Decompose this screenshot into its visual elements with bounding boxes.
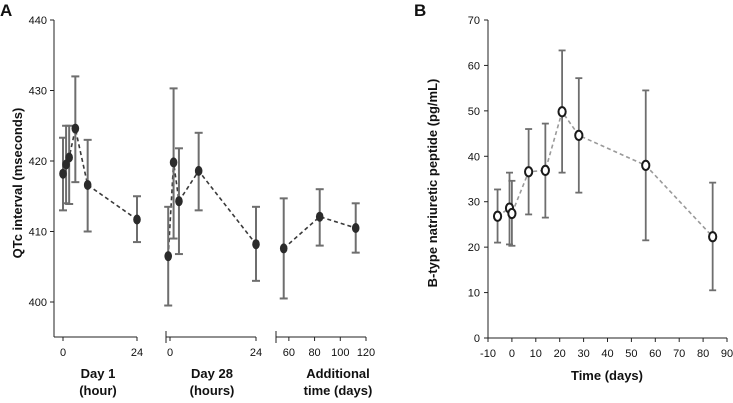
a-y-tick-label: 420 [29, 156, 47, 168]
b-y-tick-label: 70 [468, 15, 480, 27]
a-y-tick-label: 430 [29, 86, 47, 98]
a-y-tick-label: 400 [29, 297, 47, 309]
b-x-tick-label: 90 [721, 348, 733, 360]
b-x-tick-label: -10 [480, 348, 496, 360]
b-x-tick-label: 50 [625, 348, 637, 360]
b-x-tick-label: 10 [530, 348, 542, 360]
b-y-tick-label: 10 [468, 288, 480, 300]
a-y-tick-label: 440 [29, 15, 47, 27]
b-y-tick-label: 20 [468, 242, 480, 254]
a-x-tick-label: 100 [331, 347, 349, 359]
panel-a-points [59, 123, 360, 262]
a-series-line [283, 215, 356, 250]
panel-a-lines [62, 128, 356, 257]
panel-b-y-ticks: 0 10 20 30 40 50 60 70 [468, 15, 488, 345]
b-x-tick-label: 60 [649, 348, 661, 360]
panel-a-y-ticks: 400 410 420 430 440 [29, 15, 54, 309]
b-x-tick-label: 30 [577, 348, 589, 360]
group-label-day1-line1: Day 1 [81, 366, 116, 381]
a-x-tick-label: 60 [283, 347, 295, 359]
b-x-tick-label: 40 [601, 348, 613, 360]
a-x-tick-label: 80 [308, 347, 320, 359]
b-y-tick-label: 0 [474, 333, 480, 345]
b-x-tick-label: 20 [554, 348, 566, 360]
a-x-tick-label: 24 [250, 347, 262, 359]
panel-b-letter: B [414, 1, 426, 20]
b-data-point [641, 159, 651, 171]
a-data-point [169, 157, 178, 168]
a-x-tick-label: 120 [357, 347, 375, 359]
b-data-point [708, 231, 718, 243]
a-data-point [59, 168, 67, 179]
panel-a-x-ticks: 0 24 0 24 60 80 100 120 [60, 331, 375, 359]
b-data-point [557, 106, 567, 118]
b-x-tick-label: 0 [509, 348, 515, 360]
a-data-point [175, 196, 183, 207]
panel-b-y-axis-title: B-type natriuretic peptide (pg/mL) [425, 79, 440, 288]
a-data-point [83, 179, 92, 190]
panel-a: A QTc interval (mseconds) 400 410 420 430 44… [0, 1, 375, 398]
group-label-additional-line2: time (days) [304, 383, 373, 398]
a-series-line [62, 128, 138, 221]
a-data-point [164, 251, 173, 262]
panel-b-x-axis-title: Time (days) [571, 368, 643, 383]
group-label-day28-line1: Day 28 [191, 366, 233, 381]
a-data-point [279, 243, 288, 254]
b-data-point [524, 166, 534, 178]
b-y-tick-label: 60 [468, 60, 480, 72]
panel-a-letter: A [0, 1, 12, 20]
a-y-tick-label: 410 [29, 227, 47, 239]
a-series-line [167, 162, 257, 257]
panel-b: B B-type natriuretic peptide (pg/mL) Tim… [414, 1, 733, 383]
a-x-tick-label: 0 [60, 347, 66, 359]
b-x-tick-label: 80 [697, 348, 709, 360]
b-data-point [540, 164, 550, 176]
a-data-point [351, 222, 360, 233]
a-data-point [133, 214, 141, 225]
panel-b-points [492, 106, 718, 243]
b-y-tick-label: 40 [468, 151, 480, 163]
b-data-point [574, 129, 584, 141]
b-data-point [492, 210, 503, 222]
b-data-point [507, 207, 517, 220]
a-data-point [65, 152, 73, 163]
a-data-point [194, 165, 203, 176]
panel-a-error-bars [59, 75, 360, 307]
b-y-tick-label: 50 [468, 106, 480, 118]
panel-a-y-axis-title: QTc interval (mseconds) [10, 108, 25, 259]
panel-b-x-ticks: -10 0 10 20 30 40 50 60 70 80 90 [480, 338, 733, 360]
a-data-point [71, 123, 80, 134]
a-x-tick-label: 24 [131, 347, 143, 359]
group-label-day28-line2: (hours) [190, 383, 235, 398]
group-label-day1-line2: (hour) [79, 383, 117, 398]
b-y-tick-label: 30 [468, 197, 480, 209]
a-data-point [252, 239, 260, 250]
b-x-tick-label: 70 [673, 348, 685, 360]
a-data-point [315, 211, 324, 222]
a-x-tick-label: 0 [167, 347, 173, 359]
group-label-additional-line1: Additional [306, 366, 370, 381]
